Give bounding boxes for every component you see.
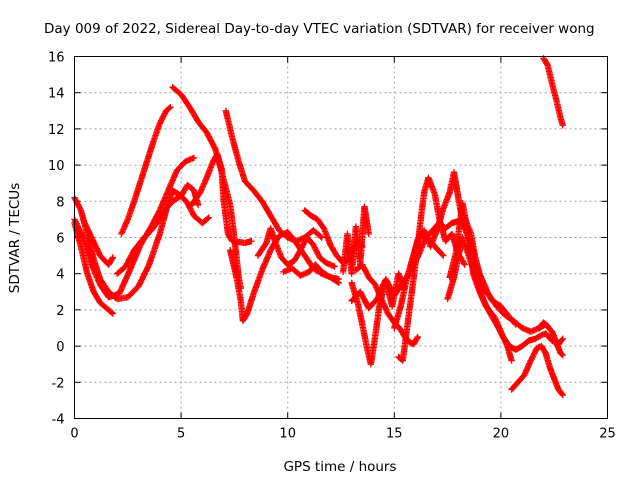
- series-track-11: [254, 225, 338, 270]
- series-track-12: [280, 261, 343, 286]
- series-track-4: [79, 216, 117, 268]
- series-track-14: [339, 203, 372, 277]
- x-tick-label: 15: [386, 427, 403, 442]
- y-tick-label: 8: [56, 195, 64, 210]
- series-track-15: [348, 270, 409, 368]
- chart-title: Day 009 of 2022, Sidereal Day-to-day VTE…: [44, 21, 595, 37]
- y-tick-label: -2: [52, 376, 65, 391]
- series-track-6: [118, 103, 174, 238]
- y-tick-label: 10: [48, 159, 65, 174]
- series-track-23: [508, 342, 566, 399]
- tick-labels: 0 5 10 15 20 25 -4 -2 0 2 4 6 8 10 12 14 16: [48, 51, 616, 442]
- series-track-22: [444, 234, 566, 353]
- y-tick-label: 2: [56, 304, 64, 319]
- y-axis-label: SDTVAR / TECUs: [7, 183, 23, 293]
- series-track-25: [540, 55, 566, 129]
- x-tick-label: 10: [279, 427, 296, 442]
- data-points: [71, 55, 566, 399]
- series-track-8: [188, 151, 255, 247]
- x-tick-label: 20: [493, 427, 510, 442]
- x-tick-label: 25: [599, 427, 616, 442]
- y-tick-label: 6: [56, 232, 64, 247]
- x-axis-label: GPS time / hours: [283, 459, 396, 475]
- series-track-5: [113, 181, 202, 277]
- y-tick-label: 12: [48, 123, 65, 138]
- y-tick-label: 16: [48, 51, 65, 66]
- y-tick-label: 0: [56, 340, 64, 355]
- plot-frame: [74, 56, 608, 419]
- x-tick-label: 5: [177, 427, 185, 442]
- y-tick-label: 14: [48, 87, 65, 102]
- x-tick-label: 0: [70, 427, 78, 442]
- y-tick-label: -4: [52, 413, 65, 428]
- series-track-24: [536, 321, 566, 359]
- y-tick-label: 4: [56, 268, 64, 283]
